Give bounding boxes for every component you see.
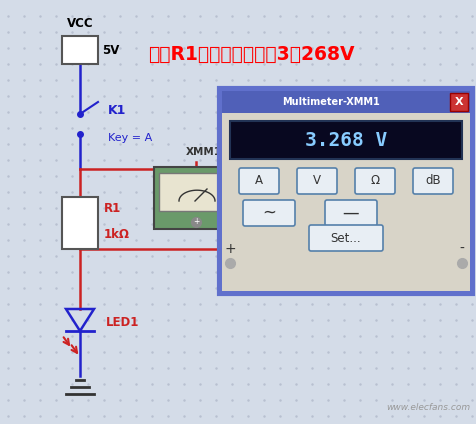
Bar [62, 197, 98, 249]
Text: VCC: VCC [67, 17, 93, 30]
Text: —: — [343, 204, 359, 222]
Text: 1kΩ: 1kΩ [104, 229, 130, 242]
FancyBboxPatch shape [243, 200, 295, 226]
FancyBboxPatch shape [309, 225, 383, 251]
Text: R1: R1 [104, 203, 121, 215]
Text: 电阵R1两端的电压差为3．268V: 电阵R1两端的电压差为3．268V [148, 45, 355, 64]
FancyBboxPatch shape [219, 88, 473, 294]
FancyBboxPatch shape [239, 168, 279, 194]
FancyBboxPatch shape [355, 168, 395, 194]
Text: X: X [455, 97, 463, 107]
Text: +: + [193, 218, 199, 226]
Text: Key = A: Key = A [108, 133, 152, 143]
Text: Multimeter-XMM1: Multimeter-XMM1 [282, 97, 380, 107]
Text: dB: dB [425, 175, 441, 187]
Text: XMM1: XMM1 [186, 147, 222, 157]
Text: LED1: LED1 [106, 316, 139, 329]
Text: +: + [224, 242, 236, 256]
Text: A: A [255, 175, 263, 187]
Text: -: - [222, 217, 226, 227]
Text: K1: K1 [108, 103, 126, 117]
FancyBboxPatch shape [297, 168, 337, 194]
Text: V: V [313, 175, 321, 187]
Text: www.elecfans.com: www.elecfans.com [386, 403, 470, 412]
Bar [154, 167, 224, 229]
Text: Set...: Set... [331, 232, 361, 245]
Text: ~: ~ [262, 204, 276, 222]
Bar [159, 173, 219, 211]
Bar [230, 121, 462, 159]
Text: 5V: 5V [102, 44, 119, 56]
Text: Ω: Ω [370, 175, 379, 187]
Bar [62, 36, 98, 64]
Text: -: - [459, 242, 465, 256]
Bar [450, 93, 468, 111]
Bar [222, 91, 470, 291]
Text: 3.268 V: 3.268 V [305, 131, 387, 150]
FancyBboxPatch shape [413, 168, 453, 194]
FancyBboxPatch shape [325, 200, 377, 226]
Bar [222, 91, 470, 113]
